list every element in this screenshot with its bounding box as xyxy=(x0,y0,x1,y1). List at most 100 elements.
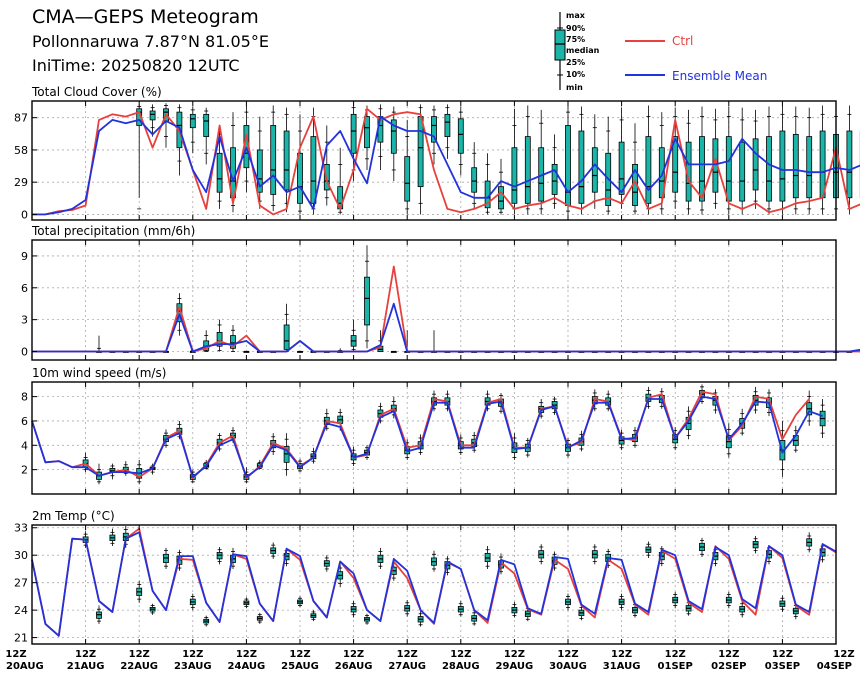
box-plot xyxy=(471,142,478,209)
box-plot xyxy=(310,610,317,622)
x-tick-label-time: 12Z xyxy=(397,649,418,660)
box-iqr xyxy=(498,186,504,210)
x-tick-label-time: 12Z xyxy=(718,649,739,660)
x-tick-label-date: 02SEP xyxy=(711,661,746,672)
y-tick-label: 0 xyxy=(21,208,28,221)
y-tick-label: 29 xyxy=(14,176,28,189)
x-tick-label-time: 12Z xyxy=(772,649,793,660)
box-iqr xyxy=(189,113,196,129)
x-tick-label-date: 22AUG xyxy=(120,661,158,672)
box-plot xyxy=(511,108,518,215)
legend-box-label: 90% xyxy=(566,24,585,33)
box-iqr xyxy=(417,116,424,188)
box-iqr xyxy=(149,110,156,121)
box-plot xyxy=(189,106,196,154)
legend-box-label: min xyxy=(566,83,583,92)
mean-series-line xyxy=(32,302,860,353)
box-iqr xyxy=(511,147,518,204)
box-plot xyxy=(377,104,384,170)
box-iqr xyxy=(310,136,317,204)
legend-box-label: 10% xyxy=(566,70,585,79)
box-iqr xyxy=(699,136,705,202)
panel: Total Cloud Cover (%) 0 29 58 87 xyxy=(14,85,860,221)
x-tick-label-time: 12Z xyxy=(504,649,525,660)
box-iqr xyxy=(230,335,236,349)
y-tick-label: 33 xyxy=(14,522,28,535)
box-plot xyxy=(283,433,290,476)
box-plot xyxy=(283,107,290,213)
x-tick-label-date: 20AUG xyxy=(6,661,44,672)
box-iqr xyxy=(216,331,223,347)
legend-box-upper xyxy=(554,29,566,45)
box-plot xyxy=(618,593,625,611)
y-tick-label: 58 xyxy=(14,144,28,157)
x-tick-label-date: 31AUG xyxy=(603,661,641,672)
x-tick-label-time: 12Z xyxy=(289,649,310,660)
panel-title: Total precipitation (mm/6h) xyxy=(31,224,195,238)
box-plot xyxy=(699,384,705,404)
box-plot xyxy=(297,350,303,353)
box-iqr xyxy=(364,276,370,326)
x-tick-label-date: 23AUG xyxy=(174,661,212,672)
legend-box-label: max xyxy=(566,11,586,20)
y-tick-label: 3 xyxy=(21,314,28,327)
x-tick-label-date: 26AUG xyxy=(335,661,373,672)
box-plot xyxy=(806,390,813,426)
panel: Total precipitation (mm/6h) 0 3 6 9 xyxy=(21,224,860,361)
legend-ctrl-label: Ctrl xyxy=(672,34,693,48)
box-plot xyxy=(203,107,210,165)
box-plot xyxy=(163,547,169,569)
box-plot xyxy=(524,605,531,622)
box-iqr xyxy=(404,156,411,202)
x-tick-label-time: 12Z xyxy=(5,649,26,660)
box-plot xyxy=(565,593,571,611)
box-plot xyxy=(203,615,210,627)
box-iqr xyxy=(792,133,799,199)
box-plot xyxy=(109,528,116,547)
box-plot xyxy=(457,106,464,176)
box-plot xyxy=(605,116,612,215)
x-tick-label-time: 12Z xyxy=(450,649,471,660)
x-tick-label-time: 12Z xyxy=(129,649,150,660)
y-tick-label: 6 xyxy=(21,415,28,428)
panel-frame xyxy=(31,524,837,645)
mean-series-line xyxy=(31,395,823,478)
box-plot xyxy=(819,399,826,438)
box-iqr xyxy=(645,136,652,204)
box-plot xyxy=(122,461,129,476)
panel-title: 10m wind speed (m/s) xyxy=(32,366,166,380)
location-label: Pollonnaruwa 7.87°N 81.05°E xyxy=(32,32,269,51)
box-iqr xyxy=(846,130,853,199)
panel-frame xyxy=(31,100,837,221)
x-tick-label-time: 12Z xyxy=(182,649,203,660)
box-plot xyxy=(149,603,156,615)
box-plot xyxy=(471,610,478,626)
box-iqr xyxy=(390,119,397,154)
box-plot xyxy=(578,106,585,215)
y-tick-label: 87 xyxy=(14,112,28,125)
legend-box-label: 75% xyxy=(566,35,585,44)
mean-series-line xyxy=(32,115,860,216)
box-plot xyxy=(739,600,746,618)
box-iqr xyxy=(270,125,277,195)
y-tick-label: 2 xyxy=(21,464,28,477)
box-iqr xyxy=(256,149,263,193)
box-iqr xyxy=(364,116,370,149)
box-plot xyxy=(792,106,799,215)
box-plot xyxy=(618,107,625,209)
box-plot xyxy=(364,245,370,349)
box-plot xyxy=(699,537,705,558)
box-iqr xyxy=(551,163,558,195)
box-plot xyxy=(189,593,196,611)
x-tick-label-date: 01SEP xyxy=(658,661,693,672)
box-plot xyxy=(136,580,143,603)
box-iqr xyxy=(283,130,290,191)
x-tick-label-date: 21AUG xyxy=(67,661,105,672)
y-tick-label: 21 xyxy=(14,632,28,645)
box-plot xyxy=(216,319,223,352)
box-iqr xyxy=(471,167,478,193)
box-plot xyxy=(377,547,384,569)
x-tick-label-date: 25AUG xyxy=(281,661,319,672)
